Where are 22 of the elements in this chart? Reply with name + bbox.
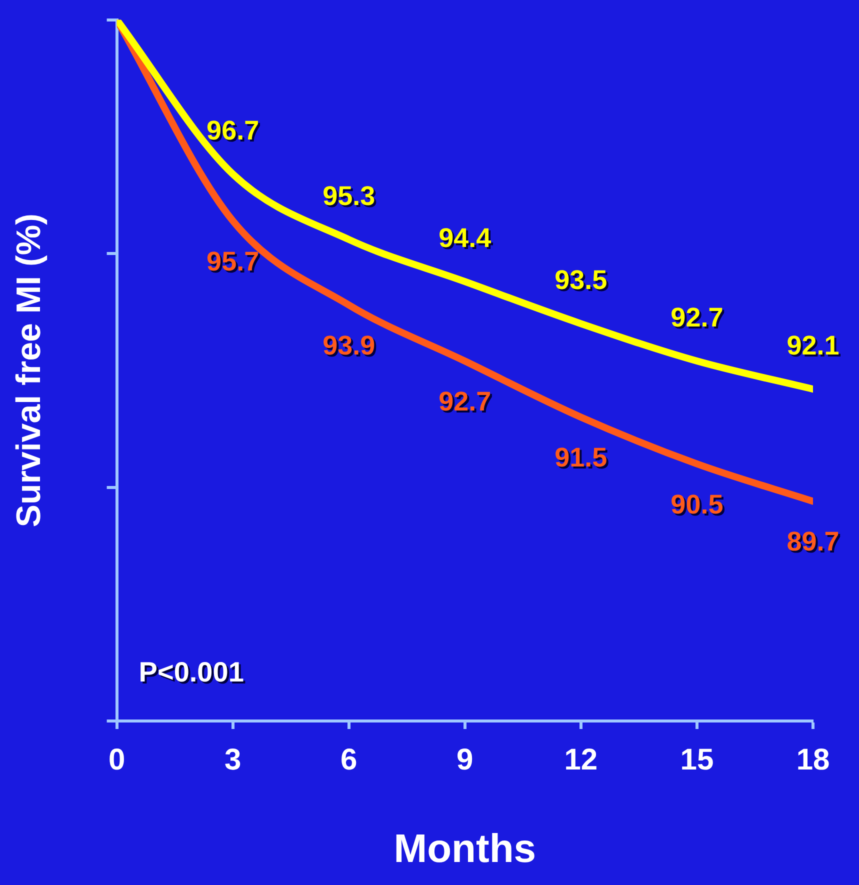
- x-tick-label: 15: [680, 743, 714, 776]
- x-tick-label: 18: [796, 743, 830, 776]
- data-label: 95.7: [206, 246, 260, 276]
- x-tick-label: 12: [564, 743, 598, 776]
- data-label: 91.5: [554, 442, 608, 473]
- y-axis-title: Survival free MI (%): [10, 214, 48, 528]
- data-label: 95.3: [324, 182, 378, 213]
- x-tick-label: 9: [456, 743, 474, 776]
- x-tick-label: 3: [224, 743, 242, 776]
- annotation: P<0.001: [140, 658, 246, 690]
- data-label: 96.7: [208, 118, 262, 148]
- data-label: 90.5: [670, 489, 724, 520]
- x-tick-label: 6: [340, 743, 358, 776]
- data-label: 93.5: [556, 267, 610, 298]
- data-label: 92.7: [672, 304, 726, 335]
- data-label: 89.7: [786, 526, 840, 557]
- data-label: 92.1: [788, 332, 842, 363]
- x-tick-label: 0: [108, 743, 126, 776]
- data-label: 93.9: [322, 330, 376, 360]
- data-label: 94.4: [440, 225, 494, 256]
- data-label: 92.7: [438, 386, 492, 417]
- x-axis-title: Months: [394, 827, 536, 872]
